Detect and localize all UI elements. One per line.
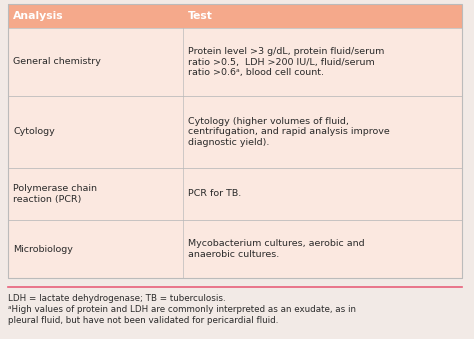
Text: General chemistry: General chemistry <box>13 58 101 66</box>
Text: Polymerase chain
reaction (PCR): Polymerase chain reaction (PCR) <box>13 184 97 204</box>
Text: PCR for TB.: PCR for TB. <box>188 190 241 199</box>
Bar <box>8 28 462 96</box>
Text: Mycobacterium cultures, aerobic and
anaerobic cultures.: Mycobacterium cultures, aerobic and anae… <box>188 239 365 259</box>
Text: Cytology: Cytology <box>13 127 55 137</box>
Bar <box>8 220 462 278</box>
Text: LDH = lactate dehydrogenase; TB = tuberculosis.: LDH = lactate dehydrogenase; TB = tuberc… <box>8 294 226 303</box>
Text: Test: Test <box>188 11 213 21</box>
Bar <box>8 4 462 28</box>
Text: Microbiology: Microbiology <box>13 244 73 254</box>
Bar <box>8 96 462 168</box>
Text: Analysis: Analysis <box>13 11 64 21</box>
Bar <box>8 4 462 278</box>
Text: ᵃHigh values of protein and LDH are commonly interpreted as an exudate, as in: ᵃHigh values of protein and LDH are comm… <box>8 305 356 314</box>
Bar <box>8 168 462 220</box>
Text: Cytology (higher volumes of fluid,
centrifugation, and rapid analysis improve
di: Cytology (higher volumes of fluid, centr… <box>188 117 390 147</box>
Text: Protein level >3 g/dL, protein fluid/serum
ratio >0.5,  LDH >200 IU/L, fluid/ser: Protein level >3 g/dL, protein fluid/ser… <box>188 47 384 77</box>
Text: pleural fluid, but have not been validated for pericardial fluid.: pleural fluid, but have not been validat… <box>8 316 278 325</box>
